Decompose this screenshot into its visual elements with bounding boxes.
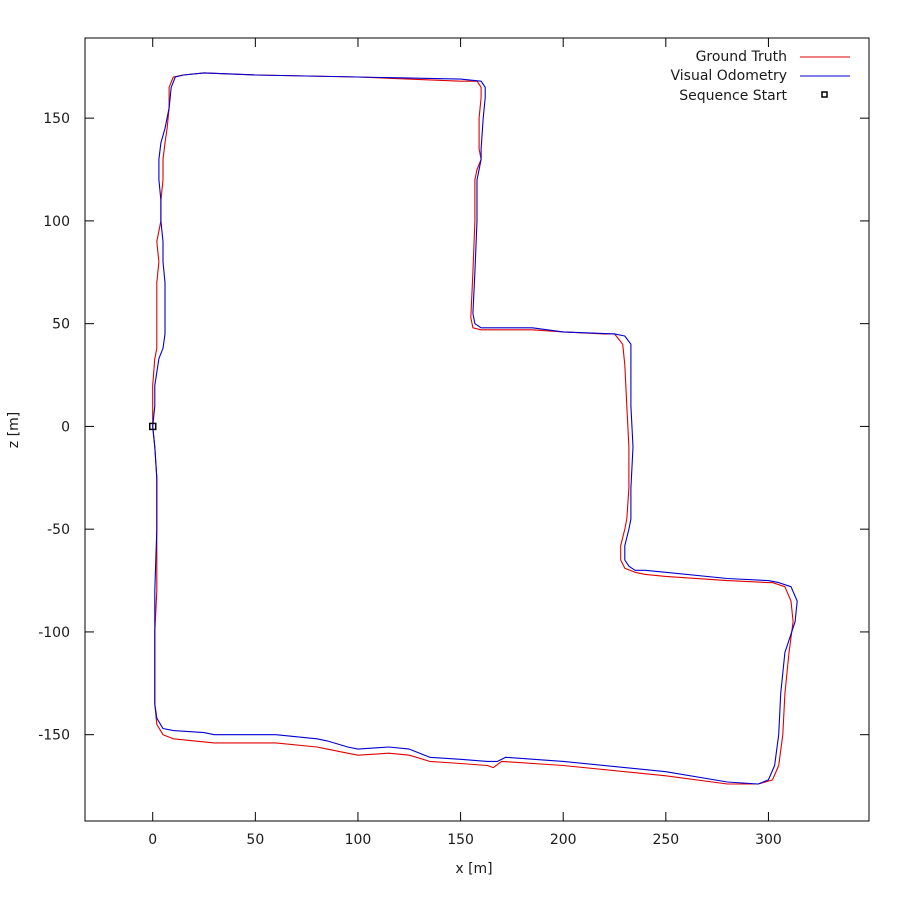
x-tick-label: 150 (447, 832, 474, 848)
legend-sequence-start-label: Sequence Start (679, 88, 787, 104)
series-lines (152, 72, 798, 785)
series-ground-truth (152, 72, 794, 785)
legend: Ground Truth Visual Odometry Sequence St… (671, 49, 850, 104)
x-tick-label: 100 (345, 832, 372, 848)
legend-visual-odometry-label: Visual Odometry (671, 68, 788, 84)
series-markers (148, 422, 157, 431)
y-tick-label: 0 (61, 419, 70, 435)
x-tick-label: 50 (246, 832, 264, 848)
x-axis-label: x [m] (455, 861, 492, 877)
y-tick-label: -100 (38, 625, 70, 641)
y-tick-label: 100 (43, 214, 70, 230)
x-tick-label: 300 (755, 832, 782, 848)
series-visual-odometry (152, 72, 798, 785)
x-tick-label: 200 (550, 832, 577, 848)
y-tick-label: 150 (43, 111, 70, 127)
x-tick-label: 250 (652, 832, 679, 848)
x-tick-label: 0 (148, 832, 157, 848)
legend-ground-truth-label: Ground Truth (696, 49, 787, 65)
y-axis-label: z [m] (6, 412, 22, 448)
y-tick-label: -50 (47, 522, 70, 538)
axis-ticks: 0 50 100 150 200 250 300 150 100 50 0 -50 -100 -150 (38, 38, 869, 848)
legend-sequence-start-marker (821, 91, 828, 98)
sequence-start-marker (148, 422, 157, 431)
y-tick-label: -150 (38, 728, 70, 744)
plot-frame (84, 37, 870, 822)
y-tick-label: 50 (52, 317, 70, 333)
